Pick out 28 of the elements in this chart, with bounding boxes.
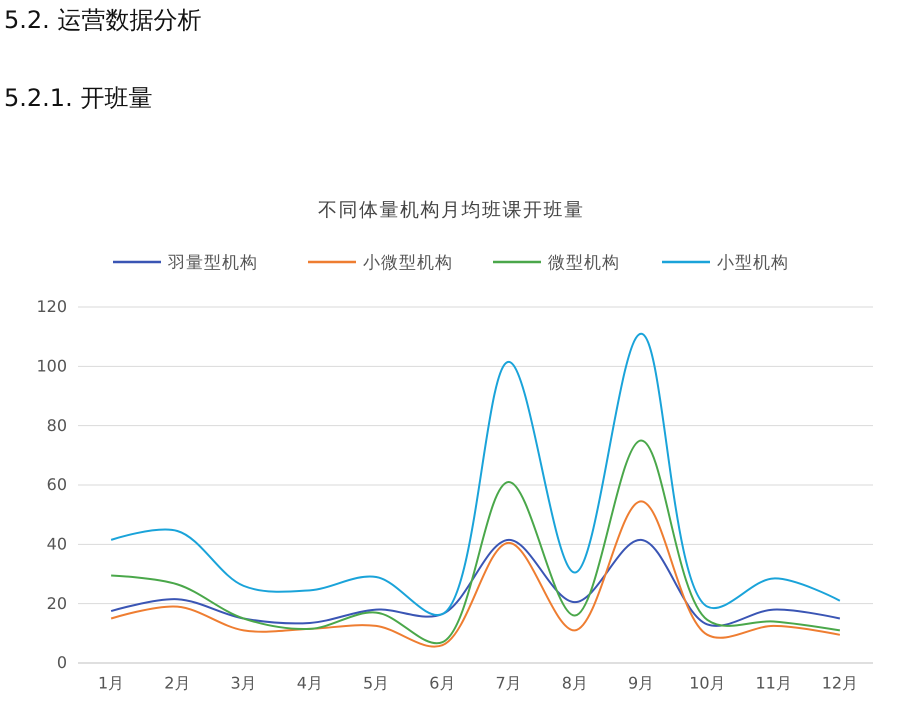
x-tick-label: 7月: [496, 673, 522, 692]
x-tick-label: 5月: [363, 673, 390, 692]
x-tick-label: 2月: [164, 673, 190, 692]
x-tick-label: 12月: [822, 673, 858, 692]
y-tick-label: 80: [46, 416, 67, 435]
legend-label: 小型机构: [717, 253, 789, 273]
x-tick-label: 4月: [296, 673, 323, 692]
x-tick-label: 10月: [689, 673, 726, 692]
y-tick-label: 120: [36, 297, 67, 316]
legend-label: 羽量型机构: [167, 253, 258, 273]
legend-label: 小微型机构: [363, 253, 453, 273]
chart-title: 不同体量机构月均班课开班量: [318, 199, 584, 221]
y-tick-label: 40: [46, 534, 67, 554]
y-tick-label: 0: [56, 653, 67, 672]
x-tick-label: 9月: [628, 673, 654, 692]
y-tick-label: 60: [46, 475, 67, 494]
x-tick-label: 1月: [98, 673, 124, 692]
line-series: [110, 332, 841, 616]
line-series: [110, 440, 841, 644]
x-tick-label: 8月: [562, 673, 588, 692]
y-tick-label: 20: [46, 594, 67, 613]
x-tick-label: 6月: [429, 673, 456, 692]
legend-label: 微型机构: [548, 253, 620, 273]
text: 5.2. 运营数据分析: [4, 6, 202, 34]
x-tick-label: 11月: [755, 673, 792, 692]
x-tick-label: 3月: [230, 673, 257, 692]
text: 5.2.1. 开班量: [4, 84, 152, 112]
y-tick-label: 100: [36, 356, 67, 376]
